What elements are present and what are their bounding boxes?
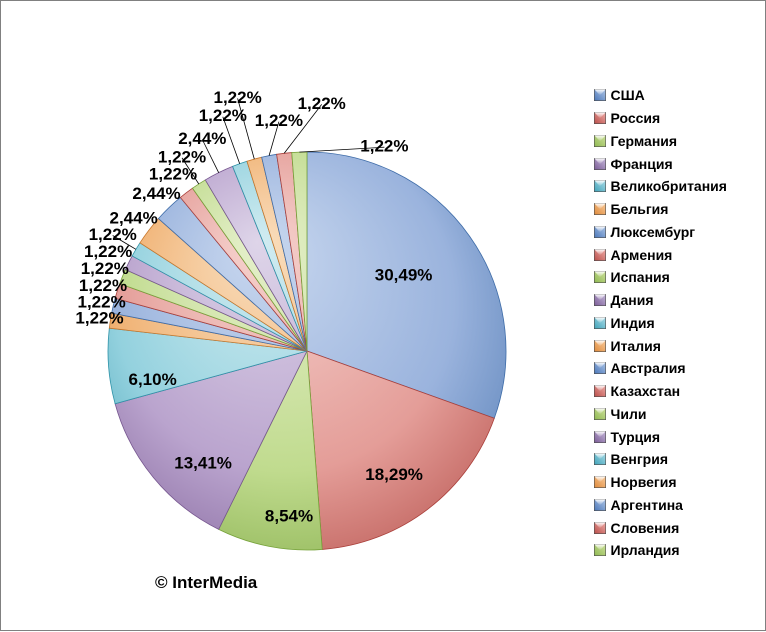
svg-text:2,44%: 2,44% <box>178 129 226 148</box>
svg-text:1,22%: 1,22% <box>89 225 137 244</box>
svg-text:6,10%: 6,10% <box>128 370 176 389</box>
svg-text:1,22%: 1,22% <box>255 111 303 130</box>
svg-text:1,22%: 1,22% <box>158 147 206 166</box>
svg-text:8,54%: 8,54% <box>265 506 313 525</box>
svg-text:1,22%: 1,22% <box>298 94 346 113</box>
svg-text:1,22%: 1,22% <box>199 106 247 125</box>
svg-text:1,22%: 1,22% <box>360 137 408 156</box>
svg-text:1,22%: 1,22% <box>84 242 132 261</box>
svg-text:30,49%: 30,49% <box>375 265 433 284</box>
svg-text:2,44%: 2,44% <box>132 184 180 203</box>
svg-text:2,44%: 2,44% <box>109 208 157 227</box>
svg-text:13,41%: 13,41% <box>174 453 232 472</box>
svg-text:1,22%: 1,22% <box>149 165 197 184</box>
svg-text:1,22%: 1,22% <box>81 259 129 278</box>
svg-text:18,29%: 18,29% <box>365 465 423 484</box>
svg-text:1,22%: 1,22% <box>77 292 125 311</box>
svg-text:1,22%: 1,22% <box>79 276 127 295</box>
svg-text:1,22%: 1,22% <box>213 88 261 107</box>
